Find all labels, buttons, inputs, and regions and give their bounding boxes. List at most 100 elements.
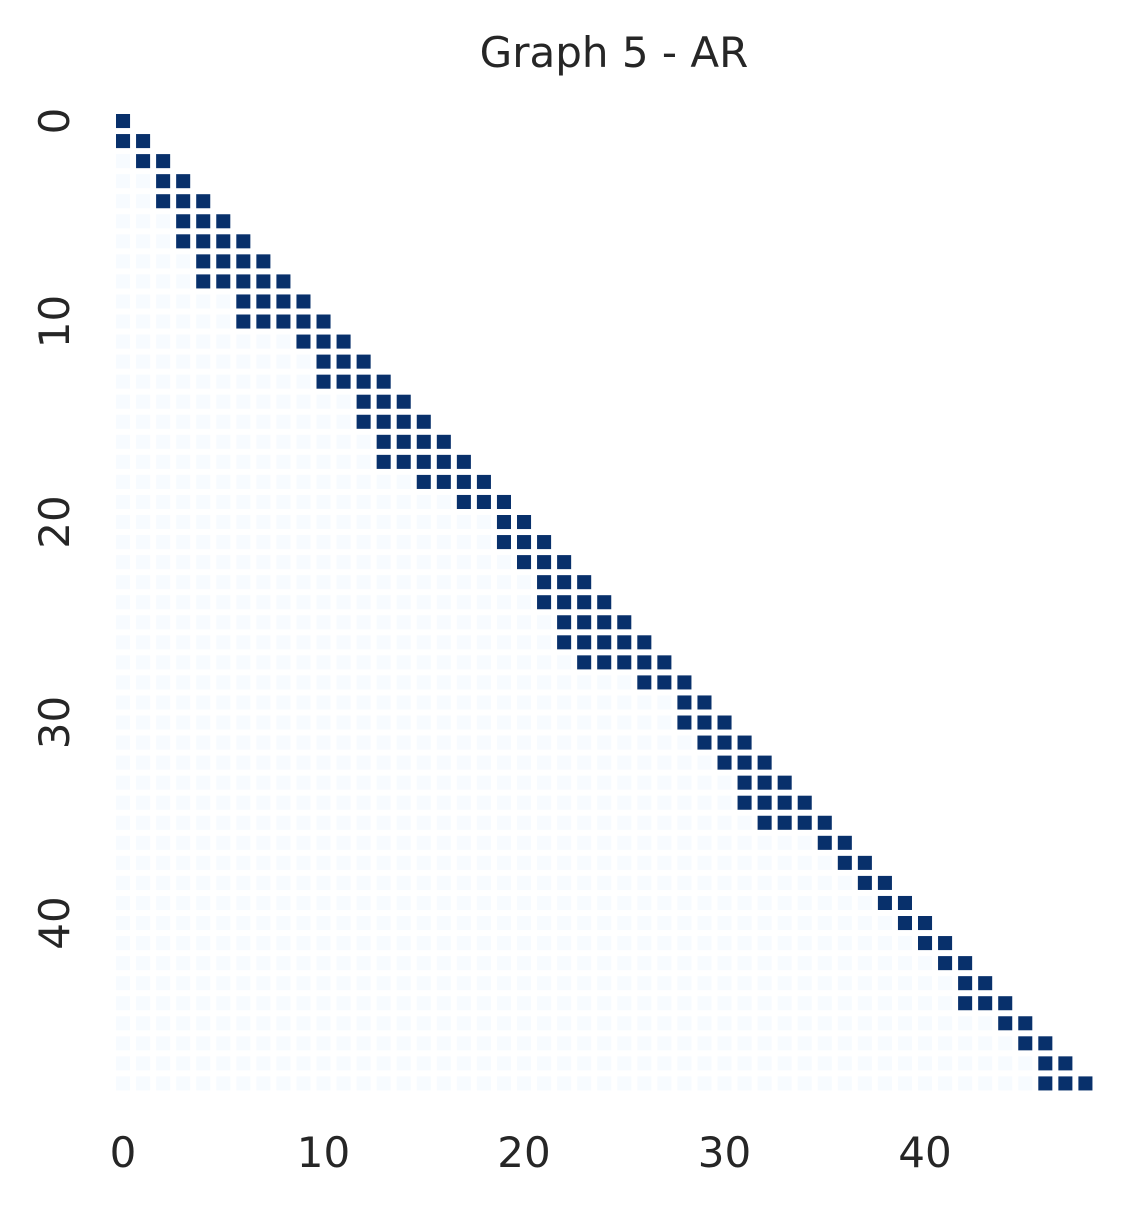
heatmap-cell-empty [456, 795, 471, 810]
heatmap-cells [116, 114, 1093, 1091]
heatmap-cell-empty [456, 835, 471, 850]
heatmap-cell-empty [918, 1016, 933, 1031]
heatmap-cell-empty [697, 815, 712, 830]
heatmap-cell-empty [336, 755, 351, 770]
heatmap-cell-empty [276, 334, 291, 349]
heatmap-cell-empty [476, 615, 491, 630]
y-tick-label: 0 [30, 108, 79, 135]
heatmap-cell-empty [757, 936, 772, 951]
heatmap-cell-empty [156, 394, 171, 409]
heatmap-cell-empty [938, 1076, 953, 1091]
heatmap-cell-empty [517, 715, 532, 730]
heatmap-cell-edge [717, 715, 732, 730]
heatmap-cell-empty [216, 875, 231, 890]
heatmap-cell-empty [356, 494, 371, 509]
heatmap-cell-edge [156, 154, 171, 169]
heatmap-cell-empty [877, 936, 892, 951]
heatmap-cell-empty [136, 294, 151, 309]
heatmap-cell-empty [697, 895, 712, 910]
heatmap-cell-empty [496, 1056, 511, 1071]
heatmap-cell-empty [597, 855, 612, 870]
heatmap-cell-empty [176, 895, 191, 910]
heatmap-cell-empty [416, 635, 431, 650]
heatmap-cell-empty [276, 1076, 291, 1091]
heatmap-cell-empty [416, 1076, 431, 1091]
heatmap-cell-empty [176, 675, 191, 690]
heatmap-cell-empty [617, 956, 632, 971]
heatmap-cell-empty [376, 715, 391, 730]
heatmap-cell-edge [396, 434, 411, 449]
heatmap-cell-empty [216, 775, 231, 790]
heatmap-cell-empty [717, 1056, 732, 1071]
heatmap-cell-edge [476, 494, 491, 509]
heatmap-cell-edge [817, 815, 832, 830]
heatmap-cell-empty [637, 855, 652, 870]
heatmap-cell-empty [116, 535, 131, 550]
x-axis-ticks: 0 10 20 30 40 [110, 1128, 952, 1177]
heatmap-cell-edge [476, 474, 491, 489]
heatmap-cell-empty [156, 875, 171, 890]
heatmap-cell-empty [456, 996, 471, 1011]
heatmap-cell-empty [136, 1056, 151, 1071]
heatmap-cell-empty [396, 895, 411, 910]
heatmap-cell-empty [156, 535, 171, 550]
heatmap-cell-empty [737, 956, 752, 971]
heatmap-cell-empty [196, 334, 211, 349]
heatmap-cell-empty [176, 875, 191, 890]
heatmap-cell-empty [577, 735, 592, 750]
heatmap-cell-empty [476, 675, 491, 690]
heatmap-cell-empty [256, 735, 271, 750]
heatmap-cell-empty [396, 835, 411, 850]
heatmap-cell-empty [757, 956, 772, 971]
heatmap-cell-empty [276, 976, 291, 991]
heatmap-cell-edge [256, 314, 271, 329]
heatmap-cell-empty [396, 715, 411, 730]
heatmap-cell-empty [336, 956, 351, 971]
heatmap-cell-empty [737, 1076, 752, 1091]
heatmap-cell-empty [877, 996, 892, 1011]
heatmap-cell-empty [316, 835, 331, 850]
heatmap-cell-empty [376, 655, 391, 670]
heatmap-cell-empty [637, 1056, 652, 1071]
heatmap-cell-empty [136, 895, 151, 910]
heatmap-cell-empty [156, 1056, 171, 1071]
heatmap-cell-empty [476, 1036, 491, 1051]
heatmap-cell-empty [557, 775, 572, 790]
heatmap-cell-empty [877, 1016, 892, 1031]
heatmap-cell-empty [557, 996, 572, 1011]
heatmap-cell-empty [196, 895, 211, 910]
heatmap-cell-empty [236, 815, 251, 830]
heatmap-cell-empty [456, 655, 471, 670]
heatmap-cell-empty [356, 1056, 371, 1071]
heatmap-cell-edge [978, 976, 993, 991]
heatmap-cell-empty [897, 956, 912, 971]
heatmap-cell-empty [356, 835, 371, 850]
heatmap-cell-empty [456, 715, 471, 730]
heatmap-cell-empty [296, 956, 311, 971]
heatmap-cell-empty [196, 494, 211, 509]
heatmap-cell-empty [476, 916, 491, 931]
heatmap-cell-edge [336, 354, 351, 369]
heatmap-cell-empty [416, 795, 431, 810]
heatmap-cell-empty [637, 895, 652, 910]
heatmap-cell-edge [637, 635, 652, 650]
heatmap-cell-empty [136, 735, 151, 750]
heatmap-cell-empty [837, 895, 852, 910]
heatmap-cell-empty [657, 1016, 672, 1031]
heatmap-cell-empty [156, 815, 171, 830]
heatmap-cell-empty [156, 835, 171, 850]
y-tick-label: 20 [30, 495, 79, 548]
heatmap-cell-empty [476, 976, 491, 991]
heatmap-cell-empty [436, 535, 451, 550]
heatmap-cell-empty [236, 755, 251, 770]
heatmap-cell-empty [496, 655, 511, 670]
heatmap-cell-empty [216, 515, 231, 530]
heatmap-cell-empty [196, 755, 211, 770]
heatmap-cell-empty [116, 1016, 131, 1031]
heatmap-cell-empty [256, 1036, 271, 1051]
heatmap-cell-empty [777, 1056, 792, 1071]
heatmap-cell-empty [557, 1076, 572, 1091]
heatmap-cell-edge [496, 494, 511, 509]
heatmap-cell-empty [597, 956, 612, 971]
heatmap-cell-empty [116, 254, 131, 269]
